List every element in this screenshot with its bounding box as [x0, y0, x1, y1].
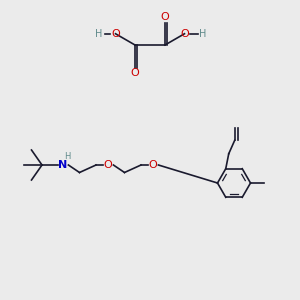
Text: O: O: [130, 68, 140, 78]
Text: O: O: [180, 29, 189, 39]
Text: O: O: [160, 12, 169, 22]
Text: N: N: [58, 160, 68, 170]
Text: H: H: [199, 29, 206, 39]
Text: H: H: [95, 29, 103, 39]
Text: O: O: [103, 160, 112, 170]
Text: O: O: [111, 29, 120, 39]
Text: O: O: [148, 160, 158, 170]
Text: H: H: [64, 152, 71, 161]
